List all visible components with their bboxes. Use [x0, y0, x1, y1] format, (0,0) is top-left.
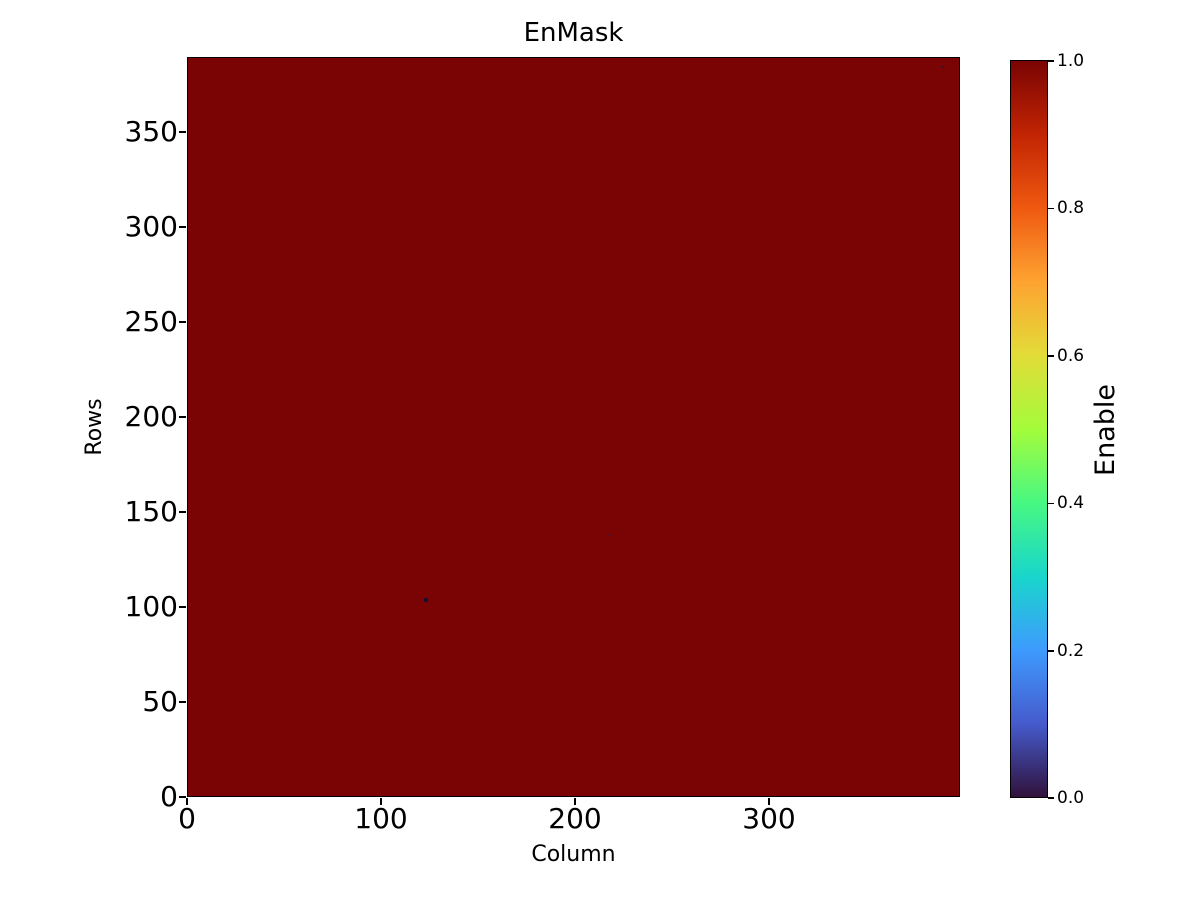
- disabled-pixel: [941, 66, 944, 69]
- colorbar-tick-label: 0.2: [1057, 641, 1085, 661]
- y-tick-label: 250: [124, 305, 178, 338]
- y-tick-label: 100: [124, 590, 178, 623]
- y-tick-mark: [179, 511, 186, 513]
- disabled-pixel: [423, 597, 428, 602]
- colorbar-tick-label: 0.0: [1057, 788, 1085, 808]
- x-tick-label: 200: [548, 802, 602, 835]
- colorbar: [1010, 60, 1048, 798]
- y-tick-label: 50: [142, 685, 178, 718]
- colorbar-tick-mark: [1048, 60, 1054, 62]
- disabled-pixel: [606, 534, 609, 537]
- colorbar-tick-label: 0.6: [1057, 346, 1085, 366]
- y-axis-label: Rows: [82, 398, 107, 456]
- x-tick-mark: [574, 798, 576, 805]
- y-tick-mark: [179, 321, 186, 323]
- y-tick-label: 300: [124, 210, 178, 243]
- x-tick-label: 300: [742, 802, 796, 835]
- colorbar-tick-label: 1.0: [1057, 51, 1085, 71]
- colorbar-tick-mark: [1048, 355, 1054, 357]
- y-tick-label: 150: [124, 495, 178, 528]
- y-tick-mark: [179, 701, 186, 703]
- colorbar-tick-mark: [1048, 797, 1054, 799]
- x-axis-label: Column: [531, 842, 616, 867]
- x-tick-mark: [186, 798, 188, 805]
- x-tick-label: 0: [178, 802, 196, 835]
- colorbar-tick-mark: [1048, 502, 1054, 504]
- y-tick-mark: [179, 796, 186, 798]
- y-tick-mark: [179, 131, 186, 133]
- x-tick-mark: [768, 798, 770, 805]
- y-tick-label: 350: [124, 115, 178, 148]
- y-tick-mark: [179, 226, 186, 228]
- colorbar-tick-mark: [1048, 650, 1054, 652]
- y-tick-mark: [179, 416, 186, 418]
- colorbar-tick-label: 0.8: [1057, 198, 1085, 218]
- plot-title: EnMask: [523, 18, 624, 48]
- colorbar-tick-mark: [1048, 207, 1054, 209]
- colorbar-tick-label: 0.4: [1057, 493, 1085, 513]
- y-tick-label: 0: [160, 780, 178, 813]
- y-tick-label: 200: [124, 400, 178, 433]
- x-tick-mark: [380, 798, 382, 805]
- x-tick-label: 100: [354, 802, 408, 835]
- heatmap-image: [187, 57, 960, 797]
- y-tick-mark: [179, 606, 186, 608]
- colorbar-axis-label: Enable: [1090, 384, 1121, 476]
